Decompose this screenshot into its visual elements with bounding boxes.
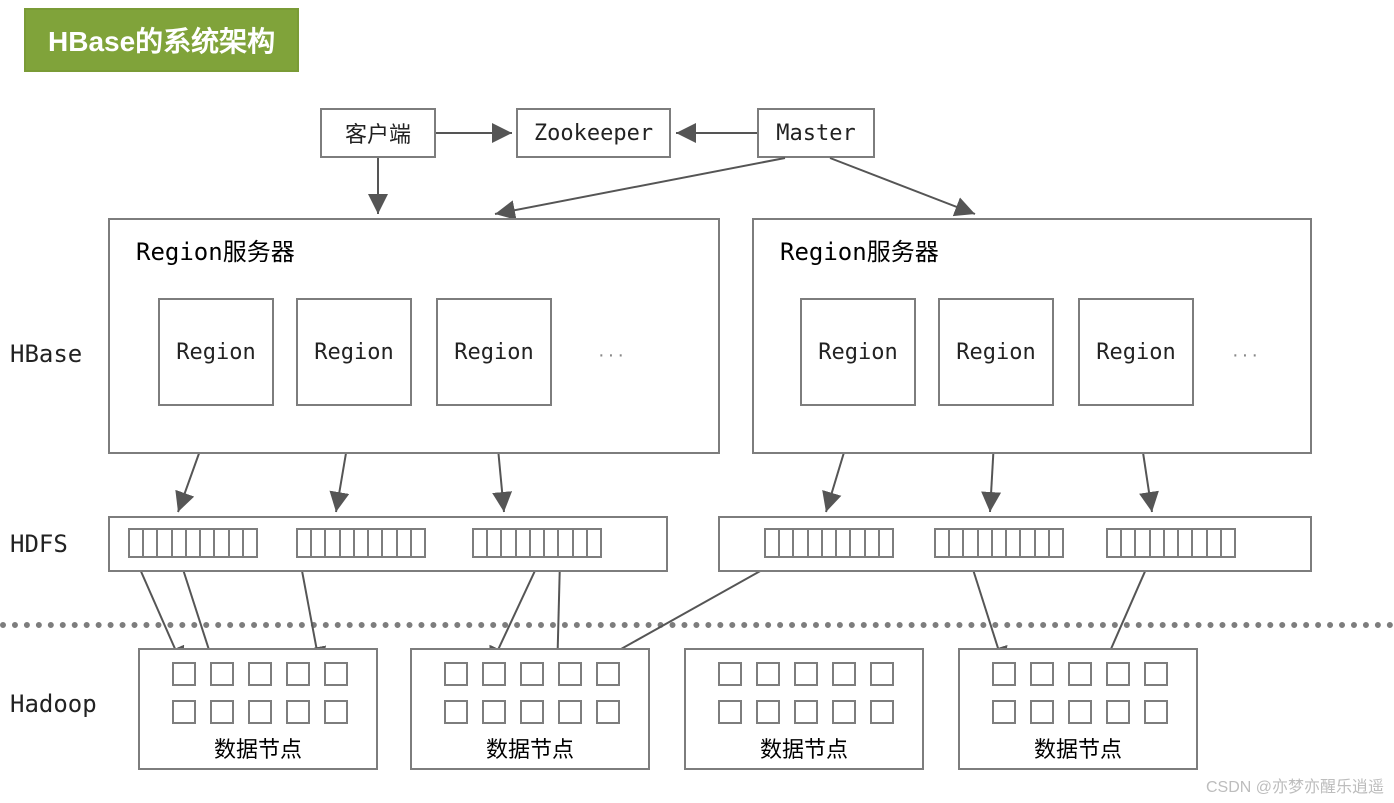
datanode-block [248, 700, 272, 724]
datanode-block [324, 662, 348, 686]
region-server-title: Region服务器 [780, 232, 939, 267]
datanode-block [558, 662, 582, 686]
region-box: Region [800, 298, 916, 406]
datanode-block [444, 662, 468, 686]
region-box: Region [436, 298, 552, 406]
datanode-block [992, 700, 1016, 724]
client-label: 客户端 [345, 117, 411, 149]
region-label: Region [1096, 340, 1175, 365]
datanode-label: 数据节点 [412, 732, 648, 764]
datanode-block [832, 662, 856, 686]
region-label: Region [176, 340, 255, 365]
datanode-block [520, 662, 544, 686]
hdfs-block-strip [1106, 528, 1236, 558]
datanode-block [1106, 662, 1130, 686]
datanode-block [520, 700, 544, 724]
client-box: 客户端 [320, 108, 436, 158]
region-label: Region [818, 340, 897, 365]
datanode-block [172, 662, 196, 686]
side-label-hbase: HBase [10, 340, 82, 368]
side-label-hadoop: Hadoop [10, 690, 97, 718]
datanode-block [794, 700, 818, 724]
datanode-label: 数据节点 [686, 732, 922, 764]
separator-dotted [0, 622, 1394, 628]
datanode-label: 数据节点 [960, 732, 1196, 764]
datanode-block [992, 662, 1016, 686]
datanode-block [210, 700, 234, 724]
zookeeper-box: Zookeeper [516, 108, 671, 158]
zookeeper-label: Zookeeper [534, 121, 653, 146]
datanode-block [286, 700, 310, 724]
region-box: Region [296, 298, 412, 406]
datanode-block [482, 700, 506, 724]
datanode-block [596, 700, 620, 724]
region-box: Region [1078, 298, 1194, 406]
datanode-block [870, 662, 894, 686]
datanode-block-row [718, 700, 894, 724]
datanode-box: 数据节点 [958, 648, 1198, 770]
datanode-block-row [718, 662, 894, 686]
datanode-block [444, 700, 468, 724]
datanode-block [172, 700, 196, 724]
title-text: HBase的系统架构 [48, 26, 275, 57]
datanode-block [794, 662, 818, 686]
datanode-block [1106, 700, 1130, 724]
hdfs-block-strip [128, 528, 258, 558]
datanode-block [1030, 700, 1054, 724]
datanode-block [870, 700, 894, 724]
datanode-block [1030, 662, 1054, 686]
region-label: Region [956, 340, 1035, 365]
master-label: Master [776, 121, 855, 146]
datanode-block [756, 662, 780, 686]
datanode-block [210, 662, 234, 686]
region-box: Region [158, 298, 274, 406]
hdfs-block-strip [472, 528, 602, 558]
datanode-block [1144, 662, 1168, 686]
datanode-block-row [444, 662, 620, 686]
datanode-block [1068, 700, 1092, 724]
datanode-block [248, 662, 272, 686]
region-label: Region [454, 340, 533, 365]
title-banner: HBase的系统架构 [24, 8, 299, 72]
datanode-block-row [172, 662, 348, 686]
ellipsis: ··· [598, 344, 627, 367]
datanode-block [718, 700, 742, 724]
datanode-block [286, 662, 310, 686]
datanode-block-row [992, 700, 1168, 724]
datanode-box: 数据节点 [684, 648, 924, 770]
watermark: CSDN @亦梦亦醒乐逍遥 [1206, 773, 1384, 797]
hdfs-block-strip [296, 528, 426, 558]
datanode-block [1068, 662, 1092, 686]
datanode-block-row [172, 700, 348, 724]
master-box: Master [757, 108, 875, 158]
datanode-block [482, 662, 506, 686]
side-label-hdfs: HDFS [10, 530, 68, 558]
datanode-block [832, 700, 856, 724]
datanode-block [324, 700, 348, 724]
hdfs-block-strip [934, 528, 1064, 558]
hdfs-block-strip [764, 528, 894, 558]
region-label: Region [314, 340, 393, 365]
datanode-block-row [992, 662, 1168, 686]
datanode-block-row [444, 700, 620, 724]
datanode-block [718, 662, 742, 686]
datanode-label: 数据节点 [140, 732, 376, 764]
datanode-box: 数据节点 [138, 648, 378, 770]
ellipsis: ··· [1232, 344, 1261, 367]
datanode-box: 数据节点 [410, 648, 650, 770]
datanode-block [756, 700, 780, 724]
region-box: Region [938, 298, 1054, 406]
datanode-block [1144, 700, 1168, 724]
region-server-title: Region服务器 [136, 232, 295, 267]
datanode-block [596, 662, 620, 686]
datanode-block [558, 700, 582, 724]
